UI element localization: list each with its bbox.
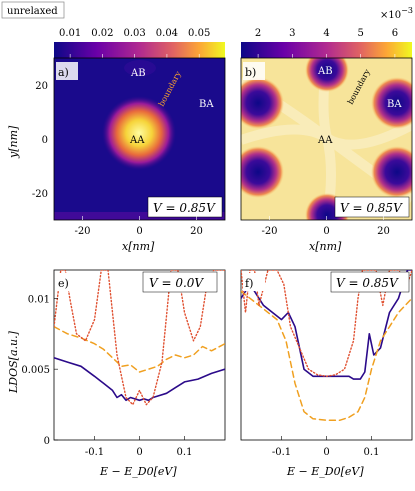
panel-f-series-dashed (241, 290, 412, 421)
panel-f-tag-box (243, 273, 265, 291)
panel-b-hole-ab (305, 58, 349, 92)
panel-a-label-aa: AA (129, 135, 145, 146)
map-ytick-label: 20 (35, 81, 48, 92)
panel-a-label-ab: AB (130, 68, 146, 79)
panel-e-series-dotted (54, 270, 225, 406)
colorbar-right-multiplier: ×10−3 (380, 6, 413, 21)
panel-e-voltage: V = 0.0V (149, 276, 204, 290)
map-ytick-label: -20 (32, 189, 48, 200)
panel-f: -0.1 0 0.1 f) V = 0.85V (240, 269, 413, 458)
panel-b-label-ab: AB (317, 66, 333, 77)
panel-e-xtick-label: 0.1 (177, 447, 193, 458)
panel-e-ytick-label: 0 (44, 436, 50, 447)
panel-a-label-ba: BA (199, 99, 214, 110)
panel-f-voltage-box (330, 271, 410, 293)
panel-b-hole-ba (371, 77, 412, 129)
ldos-y-label: LDOS[a.u.] (7, 330, 20, 394)
figure-tag: unrelaxed (7, 6, 58, 17)
colorbar-right-tick-label: 5 (358, 28, 364, 39)
panel-b-tag: b) (245, 66, 256, 79)
panel-b-xtick-label: 0 (323, 226, 329, 237)
ldos-x-label-f: E − E_D0[eV] (286, 465, 364, 478)
panel-e-tag-box (56, 273, 78, 291)
panel-b-xtick-label: 20 (377, 226, 390, 237)
panel-b-label-ba: BA (387, 99, 402, 110)
panel-a-aa-spot (102, 96, 176, 170)
map-axis-ticks: -20 0 20 -20 0 20 20 0 -20 (32, 81, 390, 237)
panel-f-series-dotted (241, 270, 412, 377)
map-ytick-label: 0 (42, 135, 48, 146)
panel-a-ab-spot (124, 60, 156, 76)
panel-b-voltage: V = 0.85V (340, 201, 403, 215)
panel-a-voltage: V = 0.85V (153, 201, 216, 215)
panel-a-xtick-label: -20 (74, 226, 90, 237)
colorbar-right-tick-label: 2 (255, 28, 261, 39)
colorbar-right-tick-label: 3 (289, 28, 295, 39)
panel-b-hole-left (241, 77, 284, 129)
panel-a-tag-box (56, 62, 78, 80)
panel-a-tag: a) (58, 66, 69, 79)
panel-b-hole-bottom-left (241, 146, 284, 198)
panel-f-ticks: -0.1 0 0.1 (272, 436, 380, 458)
panel-a-voltage-box (147, 196, 223, 218)
panel-e-ticks: -0.1 0 0.1 0 0.005 0.01 (21, 294, 192, 458)
map-y-label: y[nm] (7, 125, 20, 159)
panel-e-lines (54, 270, 225, 406)
panel-e-xtick-label: 0 (136, 447, 142, 458)
map-x-label-b: x[nm] (309, 240, 342, 253)
colorbar-right (241, 42, 412, 58)
colorbar-left-tick-label: 0.04 (156, 28, 178, 39)
panel-f-frame (240, 269, 413, 441)
map-x-label-a: x[nm] (122, 240, 155, 253)
ldos-x-label-e: E − E_D0[eV] (99, 465, 177, 478)
panel-e-voltage-box (142, 271, 218, 293)
panel-e-series-solid (54, 357, 225, 402)
panel-f-xtick-label: 0.1 (364, 447, 380, 458)
panel-f-xtick-label: 0 (323, 447, 329, 458)
panel-b-hole-bottom-right (371, 146, 412, 198)
colorbar-right-tick-label: 4 (323, 28, 329, 39)
panel-e-ytick-label: 0.005 (21, 365, 50, 376)
colorbar-left-tick-label: 0.02 (91, 28, 113, 39)
panel-b-tag-box (243, 62, 265, 80)
panel-b-label-aa: AA (317, 135, 333, 146)
panel-e-tag: e) (58, 277, 69, 290)
panel-b-xtick-label: -20 (261, 226, 277, 237)
panel-e-xtick-label: -0.1 (85, 447, 104, 458)
panel-e: -0.1 0 0.1 0 0.005 0.01 e) V = 0.0V (21, 269, 226, 458)
colorbar-left-tick-label: 0.03 (124, 28, 146, 39)
panel-f-voltage: V = 0.85V (336, 276, 399, 290)
panel-e-ytick-label: 0.01 (28, 294, 50, 305)
panel-a-xtick-label: 20 (190, 226, 203, 237)
panel-a-xtick-label: 0 (136, 226, 142, 237)
panel-f-lines (241, 270, 412, 421)
colorbar-left-tick-label: 0.01 (59, 28, 81, 39)
panel-f-xtick-label: -0.1 (272, 447, 291, 458)
tag-box (1, 1, 65, 19)
colorbar-left-ticks: 0.01 0.02 0.03 0.04 0.05 (59, 28, 210, 58)
panel-f-tag: f) (245, 277, 253, 290)
colorbar-left (54, 42, 225, 58)
panel-e-frame (53, 269, 226, 441)
colorbar-right-ticks: 2 3 4 5 6 (255, 28, 398, 58)
colorbar-left-tick-label: 0.05 (188, 28, 210, 39)
panel-e-series-dashed (54, 325, 225, 373)
colorbar-right-tick-label: 6 (392, 28, 398, 39)
panel-b-voltage-box (334, 196, 410, 218)
